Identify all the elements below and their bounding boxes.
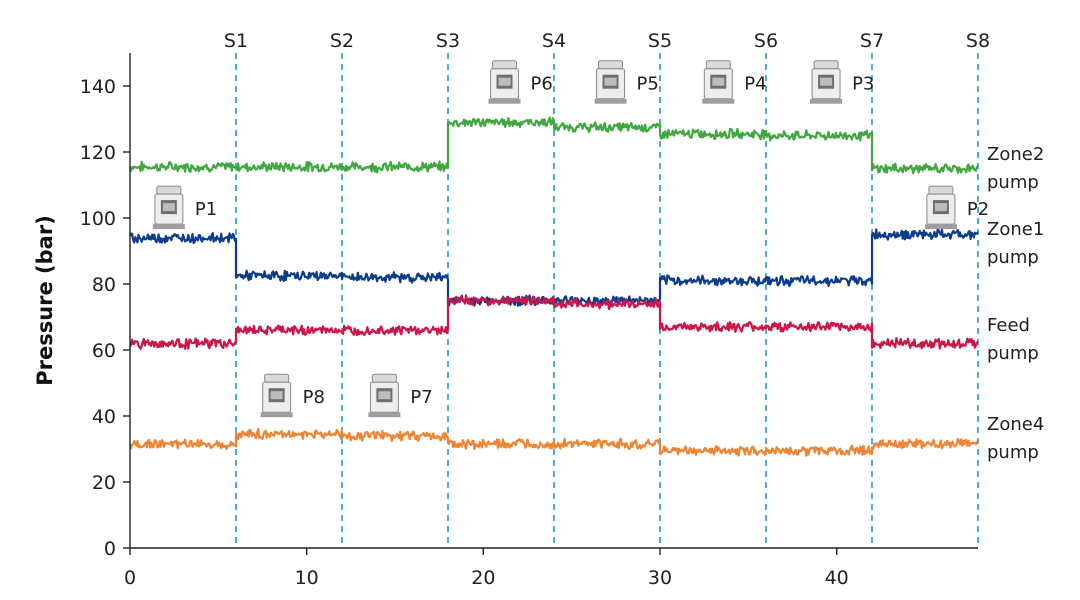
pump-label: P3: [852, 74, 874, 95]
pump-label: P8: [303, 387, 325, 408]
stage-label: S4: [542, 30, 566, 52]
y-tick-label: 20: [92, 472, 116, 494]
x-ticks: 0 10 20 30 40: [124, 548, 849, 589]
x-tick-label: 10: [295, 567, 319, 589]
pump-icon: [702, 60, 735, 104]
pump-icon: [594, 60, 627, 104]
y-tick-label: 80: [92, 274, 116, 296]
stage-label: S1: [224, 30, 248, 52]
pump-label: P5: [637, 74, 659, 95]
series-layer: [128, 116, 979, 457]
y-tick-label: 140: [80, 76, 116, 98]
y-axis-title: Pressure (bar): [33, 215, 57, 386]
pump-icon: [152, 185, 185, 230]
pump-label: P6: [531, 74, 553, 95]
stage-label: S7: [860, 30, 884, 52]
series-labels: Zone2 pump Zone1 pump Feed pump Zone4 pump: [987, 144, 1044, 463]
pump-label: P2: [967, 199, 989, 220]
stage-label: S6: [754, 30, 778, 52]
pump-icon: [924, 185, 957, 230]
pump-label: P7: [410, 387, 432, 408]
y-tick-label: 60: [92, 340, 116, 362]
pump-icon: [488, 60, 521, 104]
x-tick-label: 40: [825, 567, 849, 589]
series-line: [128, 116, 979, 175]
x-tick-label: 30: [648, 567, 672, 589]
series-label: Zone2: [987, 144, 1044, 165]
stage-label: S8: [966, 30, 990, 52]
series-label: pump: [987, 172, 1039, 193]
y-tick-label: 100: [80, 208, 116, 230]
series-label: Zone4: [987, 414, 1044, 435]
series-label: Zone1: [987, 219, 1044, 240]
stage-label: S5: [648, 30, 672, 52]
pump-icon: [368, 373, 401, 418]
series-label: Feed: [987, 315, 1030, 336]
stage-labels: S1 S2 S3 S4 S5 S6 S7 S8: [224, 30, 990, 52]
series-line: [128, 427, 979, 457]
y-tick-label: 120: [80, 142, 116, 164]
series-label: pump: [987, 247, 1039, 268]
pump-icon: [260, 373, 293, 418]
pump-icon: [810, 60, 843, 104]
stage-label: S2: [330, 30, 354, 52]
series-line: [129, 294, 979, 350]
stage-label: S3: [436, 30, 460, 52]
y-ticks: 0 20 40 60 80 100 120 140: [80, 76, 130, 560]
series-label: pump: [987, 343, 1039, 364]
y-tick-label: 40: [92, 406, 116, 428]
pump-label: P4: [744, 74, 766, 95]
series-label: pump: [987, 442, 1039, 463]
pump-annotations: P1 P2 P3 P4 P5 P6 P7 P8: [152, 60, 989, 418]
y-tick-label: 0: [104, 538, 116, 560]
x-tick-label: 20: [471, 567, 495, 589]
pump-label: P1: [195, 199, 217, 220]
x-tick-label: 0: [124, 567, 136, 589]
